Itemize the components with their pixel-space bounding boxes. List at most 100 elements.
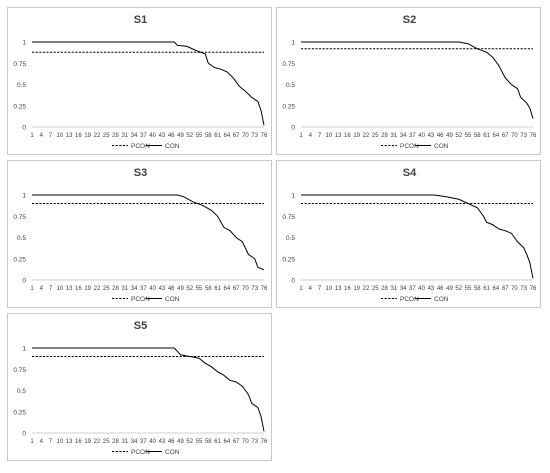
x-tick-label: 52: [186, 439, 193, 445]
y-tick-label: 0.75: [282, 214, 295, 221]
x-tick-label: 16: [75, 133, 82, 139]
x-tick-label: 31: [121, 439, 128, 445]
x-tick-label: 7: [49, 439, 53, 445]
series-con-line: [32, 347, 265, 432]
x-tick-label: 64: [224, 286, 231, 292]
x-tick-label: 22: [94, 286, 101, 292]
x-tick-label: 40: [418, 286, 425, 292]
x-tick-label: 7: [318, 133, 322, 139]
x-tick-label: 1: [299, 286, 303, 292]
x-tick-label: 4: [309, 133, 313, 139]
x-tick-label: 52: [186, 286, 193, 292]
x-tick-label: 28: [381, 286, 388, 292]
chart-panel-s5: S5 0 0.25 0.5 0.75 1 1 4 7 10 13 16 19 22 25 28 31 34 37 40…: [7, 313, 272, 461]
legend-label-pcon: PCON: [400, 143, 419, 150]
y-tick-label: 0.5: [17, 388, 26, 395]
x-tick-label: 43: [159, 133, 166, 139]
x-tick-label: 10: [56, 286, 63, 292]
x-tick-label: 25: [372, 286, 379, 292]
x-tick-label: 67: [502, 133, 509, 139]
x-tick-label: 73: [520, 133, 527, 139]
x-tick-label: 49: [446, 286, 453, 292]
x-tick-label: 43: [159, 286, 166, 292]
x-tick-label: 46: [168, 133, 175, 139]
y-tick-label: 0.75: [13, 214, 26, 221]
x-tick-label: 49: [177, 439, 184, 445]
series-con-line: [32, 41, 265, 126]
x-tick-label: 1: [30, 439, 34, 445]
x-tick-label: 43: [428, 133, 435, 139]
legend-label-con: CON: [165, 296, 180, 303]
x-tick-label: 19: [84, 133, 91, 139]
x-tick-label: 34: [131, 133, 138, 139]
x-tick-label: 22: [363, 133, 370, 139]
x-tick-label: 76: [530, 286, 537, 292]
x-tick-label: 10: [325, 133, 332, 139]
y-tick-label: 1: [22, 346, 26, 353]
y-tick-label: 0.75: [13, 61, 26, 68]
x-tick-label: 64: [493, 133, 500, 139]
x-tick-label: 31: [121, 286, 128, 292]
x-tick-label: 49: [177, 133, 184, 139]
series-con-line: [301, 41, 534, 119]
y-tick-label: 0.25: [13, 103, 26, 110]
x-tick-label: 40: [418, 133, 425, 139]
x-tick-label: 13: [335, 286, 342, 292]
legend-label-con: CON: [165, 449, 180, 456]
x-tick-label: 25: [103, 286, 110, 292]
legend-label-pcon: PCON: [131, 296, 150, 303]
x-tick-label: 70: [511, 133, 518, 139]
x-tick-label: 4: [40, 439, 44, 445]
x-tick-label: 76: [261, 133, 268, 139]
x-tick-label: 34: [400, 133, 407, 139]
series-con-line: [32, 194, 265, 271]
series-con-line: [301, 194, 534, 279]
x-tick-label: 43: [428, 286, 435, 292]
x-tick-label: 31: [121, 133, 128, 139]
y-tick-label: 0.75: [282, 61, 295, 68]
x-tick-label: 70: [242, 133, 249, 139]
y-tick-label: 0.5: [17, 235, 26, 242]
legend-label-con: CON: [434, 143, 449, 150]
x-tick-label: 13: [335, 133, 342, 139]
x-tick-label: 13: [66, 439, 73, 445]
x-tick-label: 52: [455, 286, 462, 292]
y-tick-label: 0: [291, 278, 295, 285]
x-tick-label: 28: [112, 286, 119, 292]
y-tick-label: 0.5: [17, 82, 26, 89]
x-tick-label: 61: [214, 439, 221, 445]
x-tick-label: 25: [103, 133, 110, 139]
x-tick-label: 13: [66, 286, 73, 292]
x-tick-label: 52: [455, 133, 462, 139]
x-tick-label: 73: [520, 286, 527, 292]
x-tick-label: 34: [131, 439, 138, 445]
x-tick-label: 7: [49, 133, 53, 139]
x-tick-label: 73: [251, 286, 258, 292]
x-tick-label: 58: [474, 286, 481, 292]
x-tick-label: 55: [196, 286, 203, 292]
legend-label-pcon: PCON: [131, 143, 150, 150]
chart-title: S4: [403, 167, 417, 179]
x-tick-label: 7: [49, 286, 53, 292]
chart-title: S5: [134, 320, 147, 332]
x-tick-label: 49: [177, 286, 184, 292]
x-tick-label: 76: [530, 133, 537, 139]
chart-panel-s4: S4 0 0.25 0.5 0.75 1 1 4 7 10 13 16 19 22 25 28 31 34 37 40…: [276, 160, 541, 308]
y-tick-label: 0: [22, 125, 26, 132]
y-tick-label: 0: [22, 278, 26, 285]
x-tick-label: 55: [465, 286, 472, 292]
x-tick-label: 16: [344, 133, 351, 139]
y-tick-label: 1: [22, 40, 26, 47]
x-tick-label: 76: [261, 286, 268, 292]
x-tick-label: 22: [94, 439, 101, 445]
y-tick-label: 1: [22, 193, 26, 200]
y-tick-label: 0.5: [286, 82, 295, 89]
x-tick-label: 28: [381, 133, 388, 139]
y-tick-label: 1: [291, 40, 295, 47]
x-tick-label: 19: [84, 286, 91, 292]
x-tick-label: 67: [233, 133, 240, 139]
